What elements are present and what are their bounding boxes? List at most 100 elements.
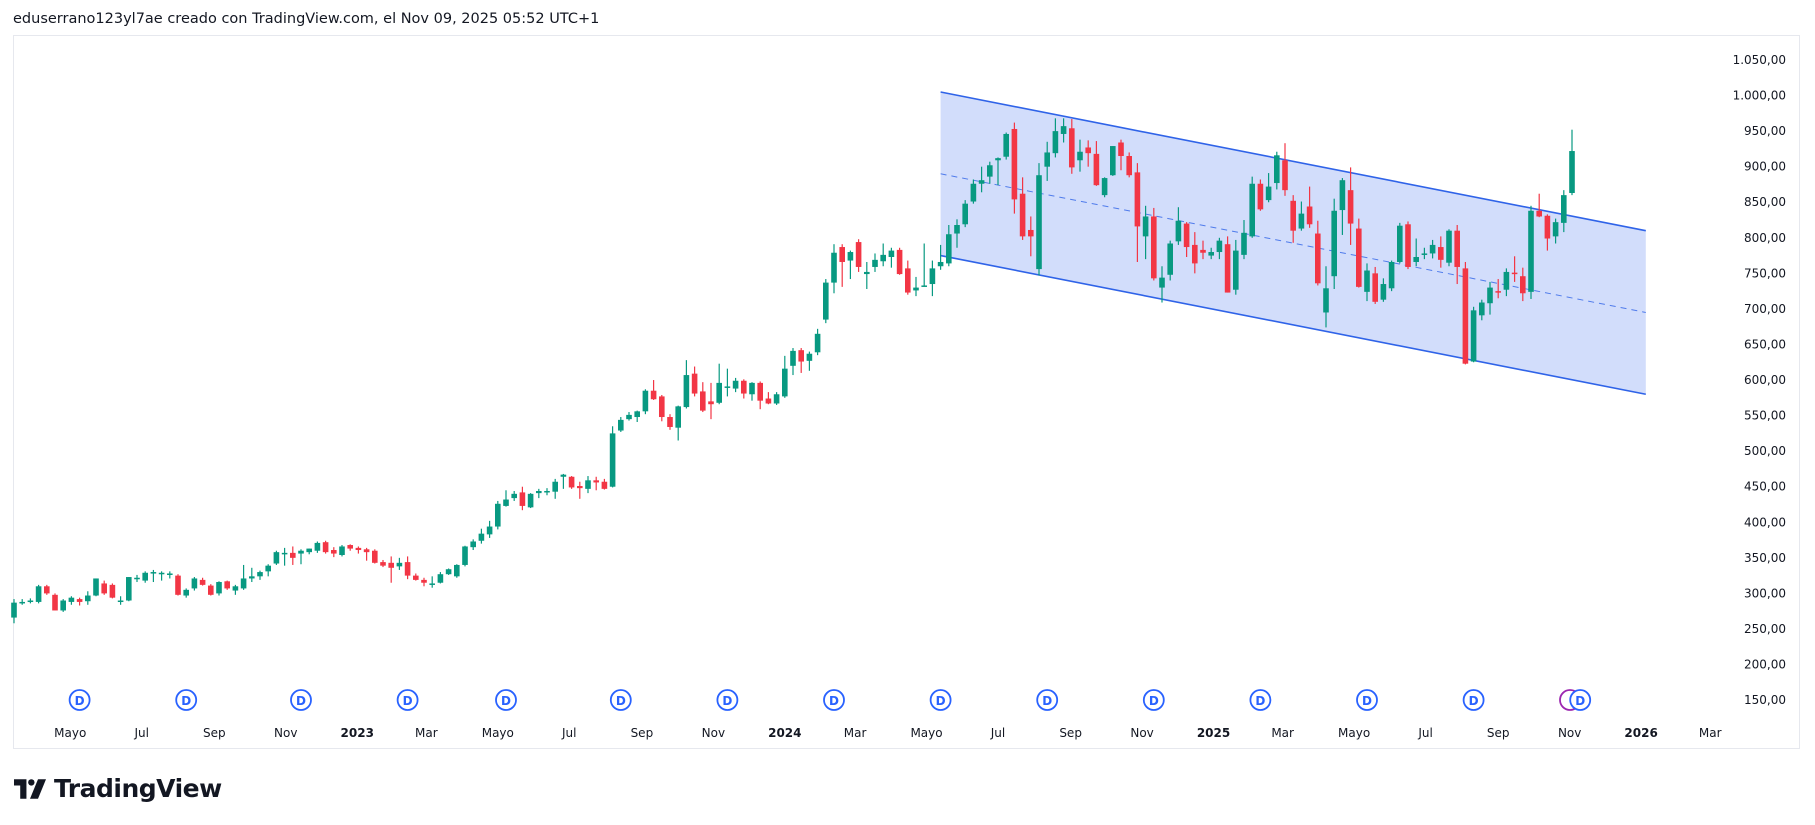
candle-body — [1126, 156, 1132, 176]
candle-body — [1536, 210, 1542, 217]
candle-body — [618, 419, 624, 431]
dividend-marker-icon[interactable]: D — [1036, 689, 1059, 711]
candle-down — [208, 584, 214, 596]
dividend-marker-icon[interactable]: D — [1142, 689, 1165, 711]
dividend-marker-icon[interactable]: D — [929, 689, 952, 711]
dividend-marker-icon[interactable]: D — [396, 689, 419, 711]
candle-body — [1339, 180, 1346, 211]
candle-body — [429, 583, 435, 585]
time-tick-label: Mar — [844, 726, 867, 740]
dividend-marker-label: D — [296, 694, 306, 708]
candle-body — [814, 333, 821, 353]
candle-up — [1503, 268, 1510, 297]
candle-body — [216, 582, 222, 594]
candle-down — [76, 597, 83, 606]
candle-body — [208, 585, 214, 595]
candle-body — [265, 565, 271, 572]
dividend-marker-icon[interactable]: D — [495, 689, 517, 711]
candle-body — [536, 490, 542, 494]
candle-body — [232, 586, 239, 591]
candle-body — [831, 252, 837, 283]
candle-up — [158, 571, 165, 581]
dividend-marker-icon[interactable]: D — [1249, 689, 1272, 711]
candle-body — [626, 414, 632, 420]
time-tick-label: Nov — [702, 726, 725, 740]
candle-body — [224, 581, 230, 589]
candle-body — [921, 285, 927, 287]
candle-body — [987, 165, 993, 177]
dividend-marker-icon[interactable]: D — [1462, 689, 1485, 711]
dividend-marker-label: D — [75, 694, 85, 708]
channel-upper-line — [940, 91, 1646, 232]
dividend-marker-icon[interactable]: D — [716, 689, 739, 711]
candle-down — [1438, 236, 1444, 268]
candle-up — [847, 250, 854, 280]
candle-up — [536, 488, 542, 499]
dividend-marker-icon[interactable]: D — [68, 689, 91, 711]
candle-up — [11, 599, 17, 624]
candle-body — [1503, 271, 1510, 290]
dividend-marker-icon[interactable]: D — [1569, 689, 1592, 711]
candle-body — [85, 595, 91, 602]
candle-body — [1110, 146, 1116, 176]
candle-up — [1044, 141, 1050, 181]
candle-down — [905, 260, 911, 295]
time-tick-label: 2025 — [1197, 726, 1230, 740]
dividend-marker-icon[interactable]: D — [609, 689, 632, 711]
candle-body — [290, 552, 296, 558]
candle-up — [470, 539, 476, 551]
candle-body — [44, 586, 50, 594]
candle-down — [700, 382, 706, 413]
candle-body — [519, 492, 526, 506]
candle-up — [1552, 218, 1559, 244]
candle-down — [44, 584, 50, 595]
candle-body — [1528, 210, 1534, 292]
dividend-marker-icon[interactable]: D — [823, 689, 845, 711]
time-tick-label: Mar — [1699, 726, 1722, 740]
dividend-marker-icon[interactable]: D — [175, 689, 198, 711]
time-tick-label: Sep — [1487, 726, 1510, 740]
candle-up — [281, 547, 288, 566]
candle-up — [1470, 306, 1477, 363]
candle-body — [659, 396, 665, 418]
candle-body — [683, 375, 690, 408]
candle-body — [1282, 160, 1288, 191]
price-tick-label: 400,00 — [1744, 515, 1786, 529]
candle-down — [1315, 220, 1321, 286]
time-tick-label: Sep — [631, 726, 654, 740]
dividend-marker-icon[interactable]: D — [1356, 689, 1378, 711]
candle-down — [1069, 119, 1075, 174]
candle-up — [749, 382, 755, 401]
candle-body — [1183, 223, 1190, 248]
candle-body — [1397, 225, 1403, 262]
candle-up — [724, 368, 731, 397]
candle-down — [347, 544, 353, 551]
dividend-marker-label: D — [1469, 694, 1479, 708]
candle-down — [1405, 221, 1411, 270]
dividend-marker-icon[interactable]: D — [290, 689, 312, 711]
candle-up — [183, 588, 189, 598]
candle-body — [724, 386, 731, 388]
time-tick-label: Mayo — [54, 726, 86, 740]
candle-body — [1077, 151, 1083, 161]
candle-body — [585, 480, 591, 489]
candle-down — [708, 382, 714, 420]
tradingview-logo[interactable]: TradingView — [14, 774, 222, 803]
candle-down — [757, 381, 763, 410]
candle-up — [527, 493, 534, 509]
candle-body — [1388, 261, 1395, 289]
candle-body — [732, 380, 739, 389]
candle-body — [1224, 244, 1231, 293]
dividend-marker-circle — [68, 689, 91, 711]
candle-body — [1216, 240, 1223, 253]
candle-up — [85, 591, 91, 605]
dividend-marker-circle — [1036, 689, 1059, 711]
candle-up — [216, 581, 222, 596]
candle-body — [396, 562, 403, 567]
candle-up — [27, 598, 34, 604]
chart-caption: eduserrano123yl7ae creado con TradingVie… — [13, 11, 600, 27]
dividend-marker-circle — [396, 689, 419, 711]
candle-up — [486, 520, 493, 538]
candle-body — [1118, 142, 1124, 157]
